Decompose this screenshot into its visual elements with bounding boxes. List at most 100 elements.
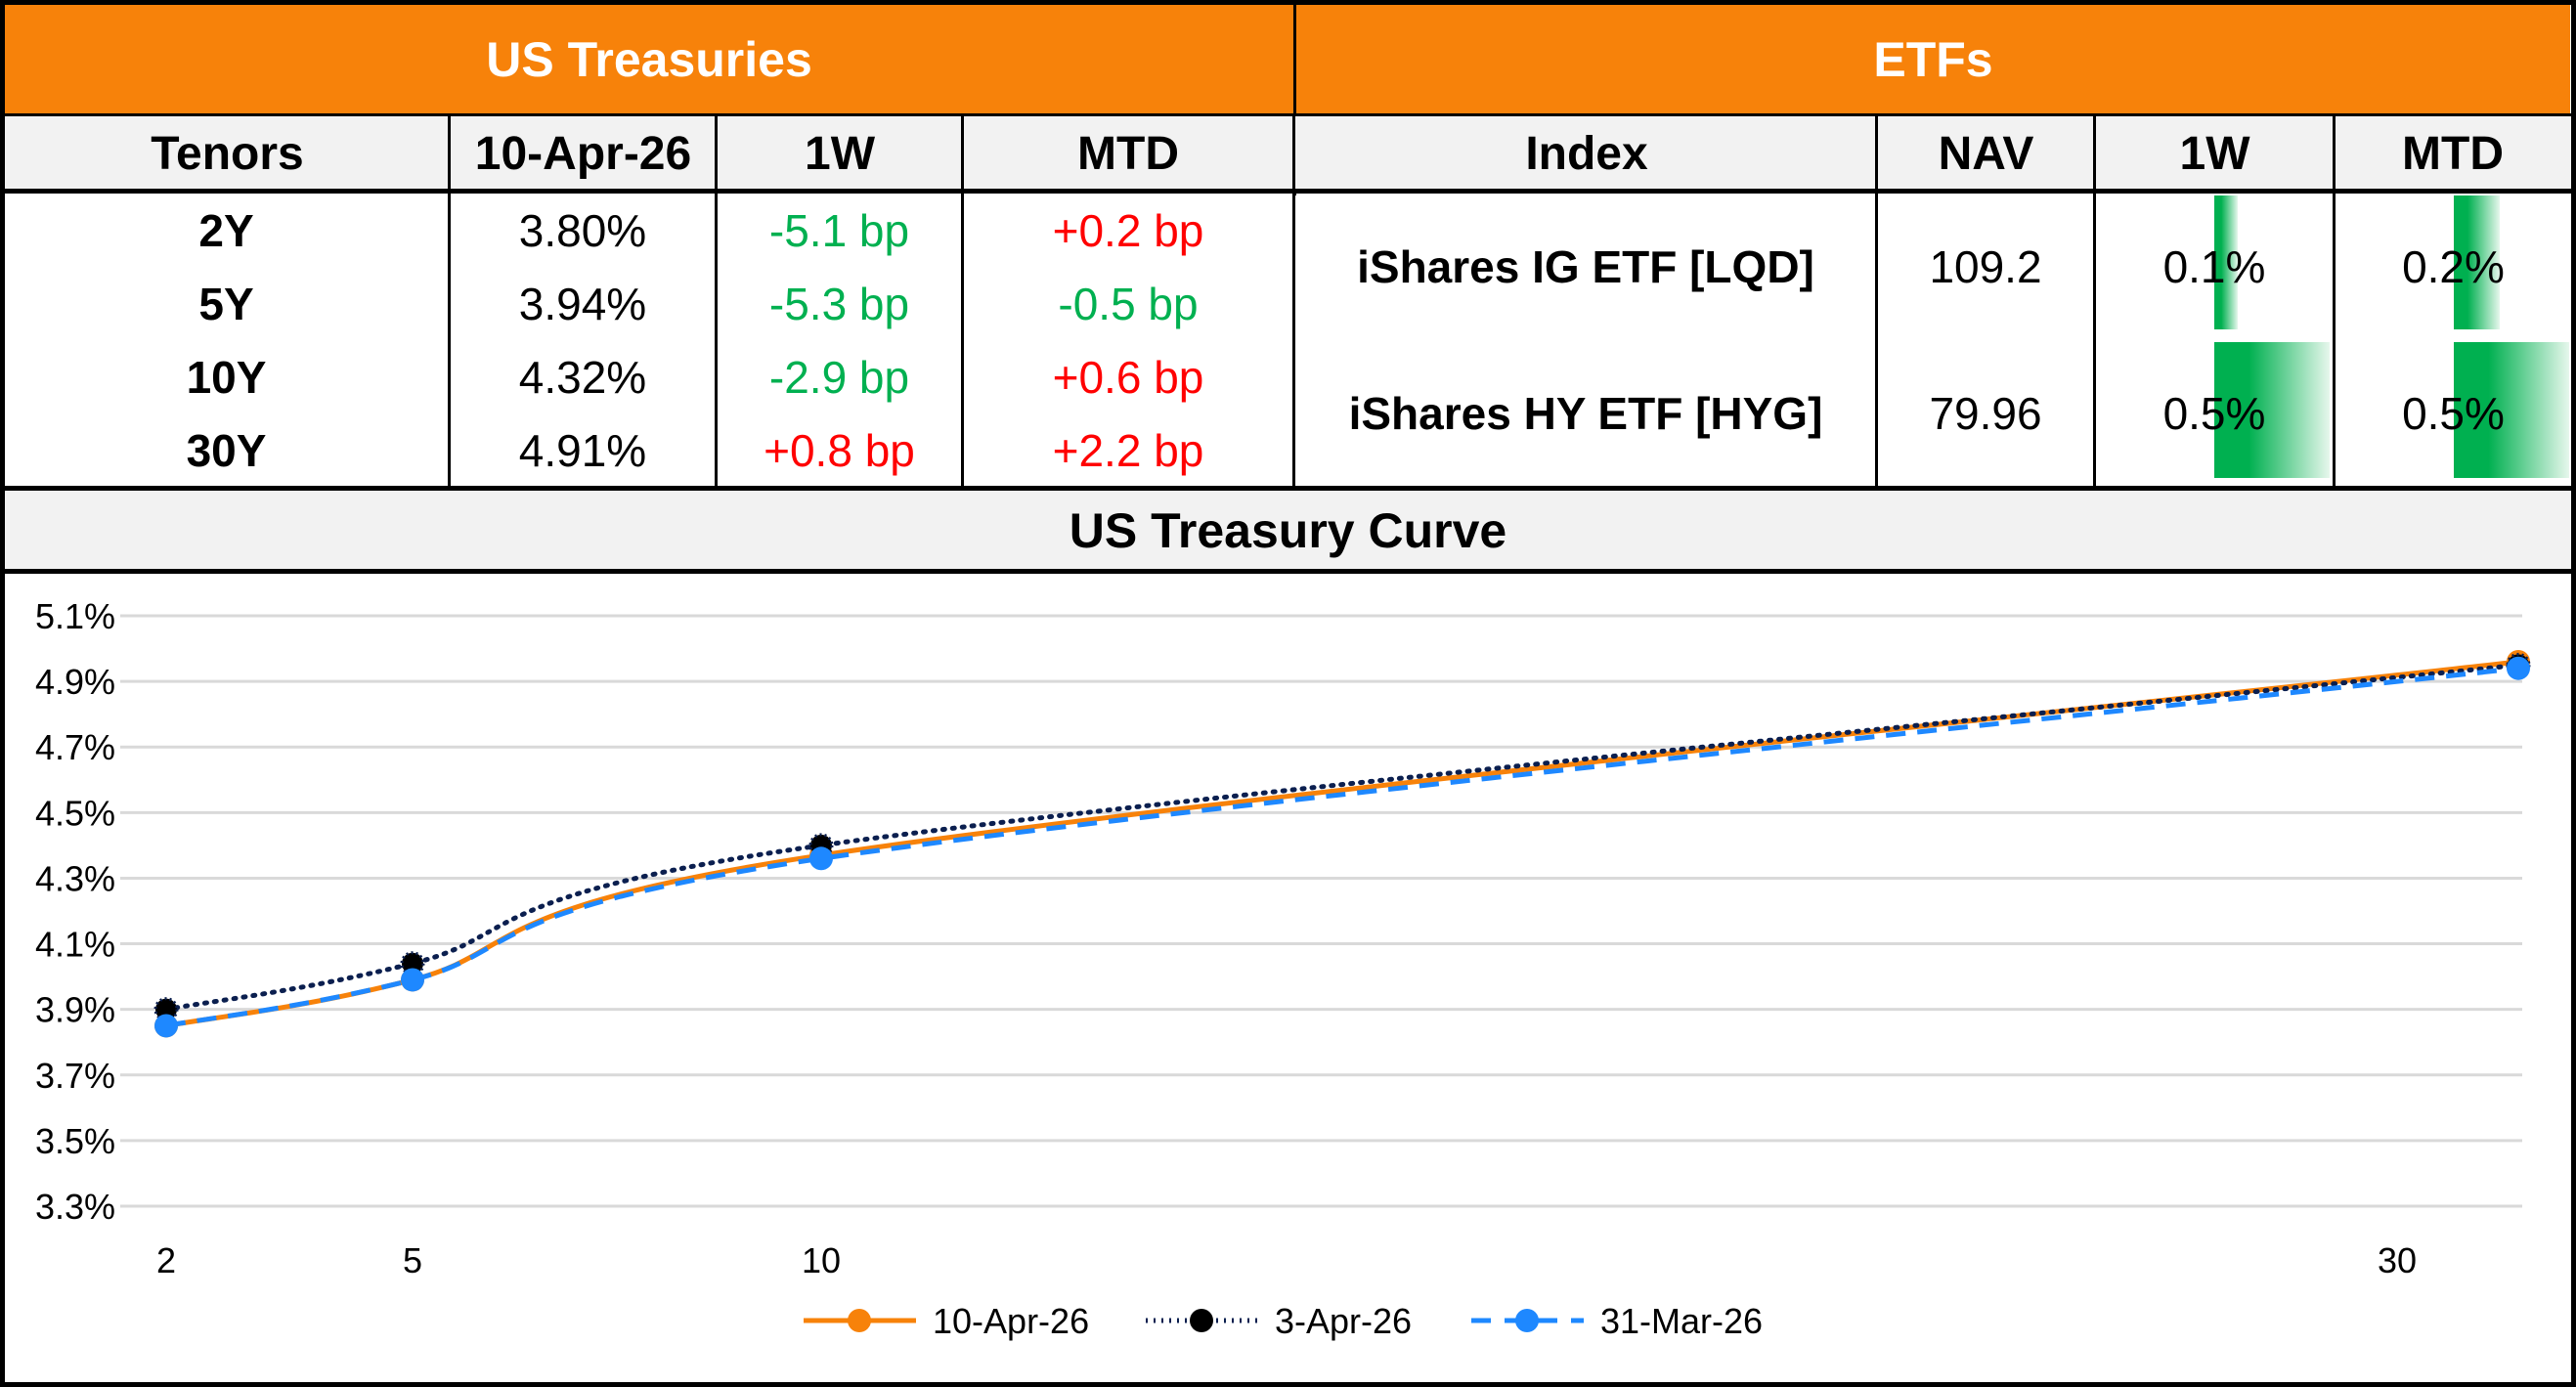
data-point <box>2507 656 2530 680</box>
treasuries-title: US Treasuries <box>5 5 1293 114</box>
treasury-curve-chart: 3.3% 3.5% 3.7% 3.9% 4.1% 4.3% 4.5% 4.7% 4.9% 5.1%… <box>35 596 2531 1341</box>
divider <box>2333 114 2336 488</box>
yield-cell: 3.94% <box>451 267 715 340</box>
etf-index-label: iShares IG ETF [LQD] <box>1357 241 1814 292</box>
header-date: 10-Apr-26 <box>450 116 717 191</box>
yield-value: 3.94% <box>518 278 647 329</box>
y-tick-label: 4.7% <box>35 727 115 767</box>
etf-mtd-cell: 0.5% <box>2336 340 2571 487</box>
divider <box>715 114 718 488</box>
y-tick-label: 4.3% <box>35 858 115 898</box>
etf-1w-cell: 0.5% <box>2096 340 2333 487</box>
yield-cell: 4.32% <box>451 340 715 413</box>
legend-label: 10-Apr-26 <box>933 1301 1089 1341</box>
data-point <box>400 951 425 976</box>
etf-index-cell: iShares HY ETF [HYG] <box>1296 340 1875 487</box>
y-tick-label: 3.5% <box>35 1121 115 1161</box>
header-tenors: Tenors <box>5 116 450 191</box>
data-point <box>401 968 424 992</box>
etf-nav-value: 79.96 <box>1929 388 2042 439</box>
change-1w-value: +0.8 bp <box>764 424 915 476</box>
tenor-label: 30Y <box>186 424 267 476</box>
etf-1w-databar <box>2214 342 2330 478</box>
etf-nav-cell: 109.2 <box>1878 194 2093 340</box>
divider <box>448 114 451 488</box>
legend-label: 3-Apr-26 <box>1275 1301 1412 1341</box>
header-mtd: MTD <box>963 116 1293 191</box>
change-1w-cell: +0.8 bp <box>718 413 961 487</box>
x-tick-label: 2 <box>156 1240 176 1280</box>
etf-nav-value: 109.2 <box>1929 241 2042 292</box>
change-mtd-value: +0.6 bp <box>1052 351 1204 403</box>
yield-value: 4.32% <box>518 351 647 403</box>
y-tick-label: 3.9% <box>35 990 115 1030</box>
yield-value: 4.91% <box>518 424 647 476</box>
etf-nav-cell: 79.96 <box>1878 340 2093 487</box>
change-1w-cell: -2.9 bp <box>718 340 961 413</box>
change-1w-value: -2.9 bp <box>768 351 910 403</box>
etf-1w-cell: 0.1% <box>2096 194 2333 340</box>
etfs-title-text: ETFs <box>1873 32 1993 87</box>
x-tick-label: 10 <box>802 1240 841 1280</box>
tenor-label: 2Y <box>198 204 254 256</box>
change-mtd-value: +2.2 bp <box>1052 424 1204 476</box>
header-1w: 1W <box>717 116 963 191</box>
change-1w-cell: -5.1 bp <box>718 194 961 267</box>
series-line-31-Mar-26 <box>165 666 2519 1028</box>
chart-title: US Treasury Curve <box>5 491 2571 570</box>
header-1w-label: 1W <box>805 127 875 180</box>
legend-label: 31-Mar-26 <box>1600 1301 1763 1341</box>
treasuries-title-text: US Treasuries <box>486 32 812 87</box>
chart-title-text: US Treasury Curve <box>1069 502 1507 558</box>
tenor-cell: 2Y <box>5 194 448 267</box>
header-date-label: 10-Apr-26 <box>474 127 692 180</box>
etf-1w-value: 0.1% <box>2162 241 2266 292</box>
divider <box>0 113 2576 116</box>
series-line-3-Apr-26 <box>163 662 2521 1013</box>
yield-value: 3.80% <box>518 204 647 256</box>
change-mtd-cell: +0.2 bp <box>964 194 1292 267</box>
header-mtd-label: MTD <box>1077 127 1179 180</box>
change-1w-value: -5.3 bp <box>768 278 910 329</box>
etf-mtd-databar <box>2454 342 2569 478</box>
data-point <box>154 1014 178 1038</box>
data-point <box>809 846 833 871</box>
change-1w-value: -5.1 bp <box>768 204 910 256</box>
tenor-cell: 10Y <box>5 340 448 413</box>
legend-marker <box>1515 1309 1539 1332</box>
change-mtd-cell: +0.6 bp <box>964 340 1292 413</box>
y-tick-label: 3.3% <box>35 1187 115 1227</box>
tenor-cell: 30Y <box>5 413 448 487</box>
x-tick-label: 30 <box>2378 1240 2417 1280</box>
yield-cell: 3.80% <box>451 194 715 267</box>
etf-mtd-databar <box>2454 195 2501 329</box>
header-tenors-label: Tenors <box>151 127 304 180</box>
header-nav-label: NAV <box>1938 127 2034 180</box>
etf-mtd-value: 0.2% <box>2402 241 2505 292</box>
header-etf-mtd: MTD <box>2335 116 2571 191</box>
etf-mtd-cell: 0.2% <box>2336 194 2571 340</box>
title-divider <box>1293 0 1296 195</box>
header-index: Index <box>1296 116 1877 191</box>
change-mtd-cell: -0.5 bp <box>964 267 1292 340</box>
divider <box>1292 114 1295 488</box>
tenor-cell: 5Y <box>5 267 448 340</box>
data-point <box>153 997 179 1022</box>
divider <box>0 569 2571 574</box>
y-tick-label: 4.5% <box>35 793 115 833</box>
divider <box>1875 114 1878 488</box>
legend-marker <box>848 1309 871 1332</box>
yield-cell: 4.91% <box>451 413 715 487</box>
change-mtd-cell: +2.2 bp <box>964 413 1292 487</box>
divider <box>0 486 2576 491</box>
etf-index-cell: iShares IG ETF [LQD] <box>1296 194 1875 340</box>
y-tick-label: 5.1% <box>35 596 115 636</box>
change-mtd-value: +0.2 bp <box>1052 204 1204 256</box>
change-mtd-value: -0.5 bp <box>1058 278 1199 329</box>
series-line-10-Apr-26 <box>165 659 2519 1028</box>
divider <box>0 189 2576 194</box>
header-etf-mtd-label: MTD <box>2402 127 2504 180</box>
header-nav: NAV <box>1877 116 2095 191</box>
header-etf-1w-label: 1W <box>2179 127 2250 180</box>
